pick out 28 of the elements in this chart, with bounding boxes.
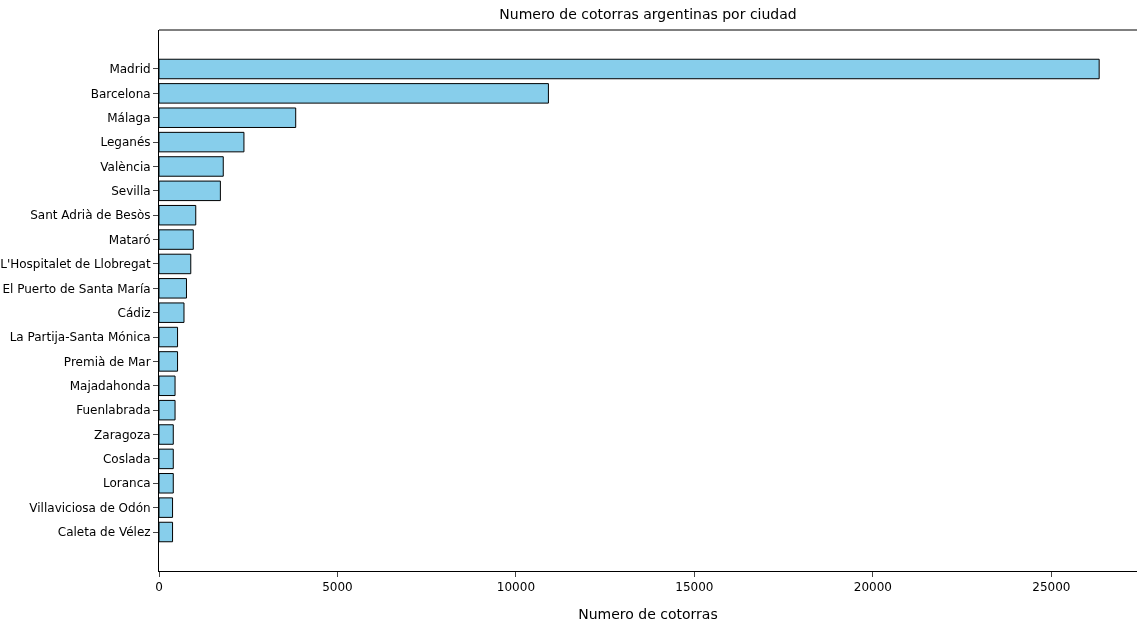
x-tick-label: 20000 [853,580,892,595]
y-tick-label: Leganés [100,135,151,150]
y-tick-label: Sant Adrià de Besòs [30,208,151,223]
x-tick-label: 5000 [322,580,353,595]
y-tick-label: Málaga [107,110,151,125]
x-tick-label: 25000 [1032,580,1071,595]
y-tick-label: Villaviciosa de Odón [29,500,151,515]
y-tick-label: La Partija-Santa Mónica [9,330,151,345]
y-tick-label: Cádiz [117,305,151,320]
y-tick-label: Caleta de Vélez [57,525,151,540]
y-tick-label: Fuenlabrada [76,403,151,418]
y-tick-label: Coslada [102,452,151,467]
y-tick-label: Madrid [109,62,151,77]
y-tick-label: Majadahonda [69,378,151,393]
x-tick-label: 0 [155,580,163,595]
y-tick-label: València [100,159,151,174]
y-tick-label: Zaragoza [94,427,151,442]
y-tick-label: L'Hospitalet de Llobregat [0,257,151,272]
chart-title: Numero de cotorras argentinas por ciudad [499,6,797,23]
y-tick-label: Mataró [108,232,151,247]
y-tick-label: Barcelona [90,86,151,101]
y-tick-label: Loranca [102,476,151,491]
y-tick-label: Premià de Mar [63,354,151,369]
x-tick-label: 15000 [675,580,714,595]
y-tick-label: Sevilla [111,184,151,199]
x-tick-label: 10000 [496,580,536,595]
y-tick-label: El Puerto de Santa María [2,281,151,296]
x-axis-title: Numero de cotorras [578,605,718,622]
